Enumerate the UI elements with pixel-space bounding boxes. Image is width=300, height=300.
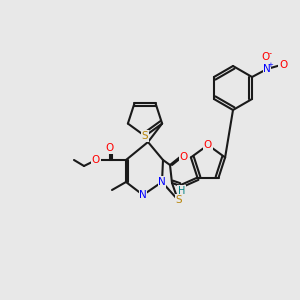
Text: N: N — [263, 64, 271, 74]
Text: O: O — [106, 143, 114, 153]
Text: O: O — [261, 52, 269, 62]
Text: -: - — [268, 50, 272, 58]
Text: S: S — [142, 131, 148, 141]
Text: O: O — [92, 155, 100, 165]
Text: N: N — [139, 190, 147, 200]
Text: O: O — [279, 60, 287, 70]
Text: S: S — [176, 195, 182, 205]
Text: +: + — [267, 62, 273, 68]
Text: O: O — [180, 152, 188, 162]
Text: N: N — [158, 177, 166, 187]
Text: O: O — [204, 140, 212, 150]
Text: H: H — [178, 186, 185, 196]
